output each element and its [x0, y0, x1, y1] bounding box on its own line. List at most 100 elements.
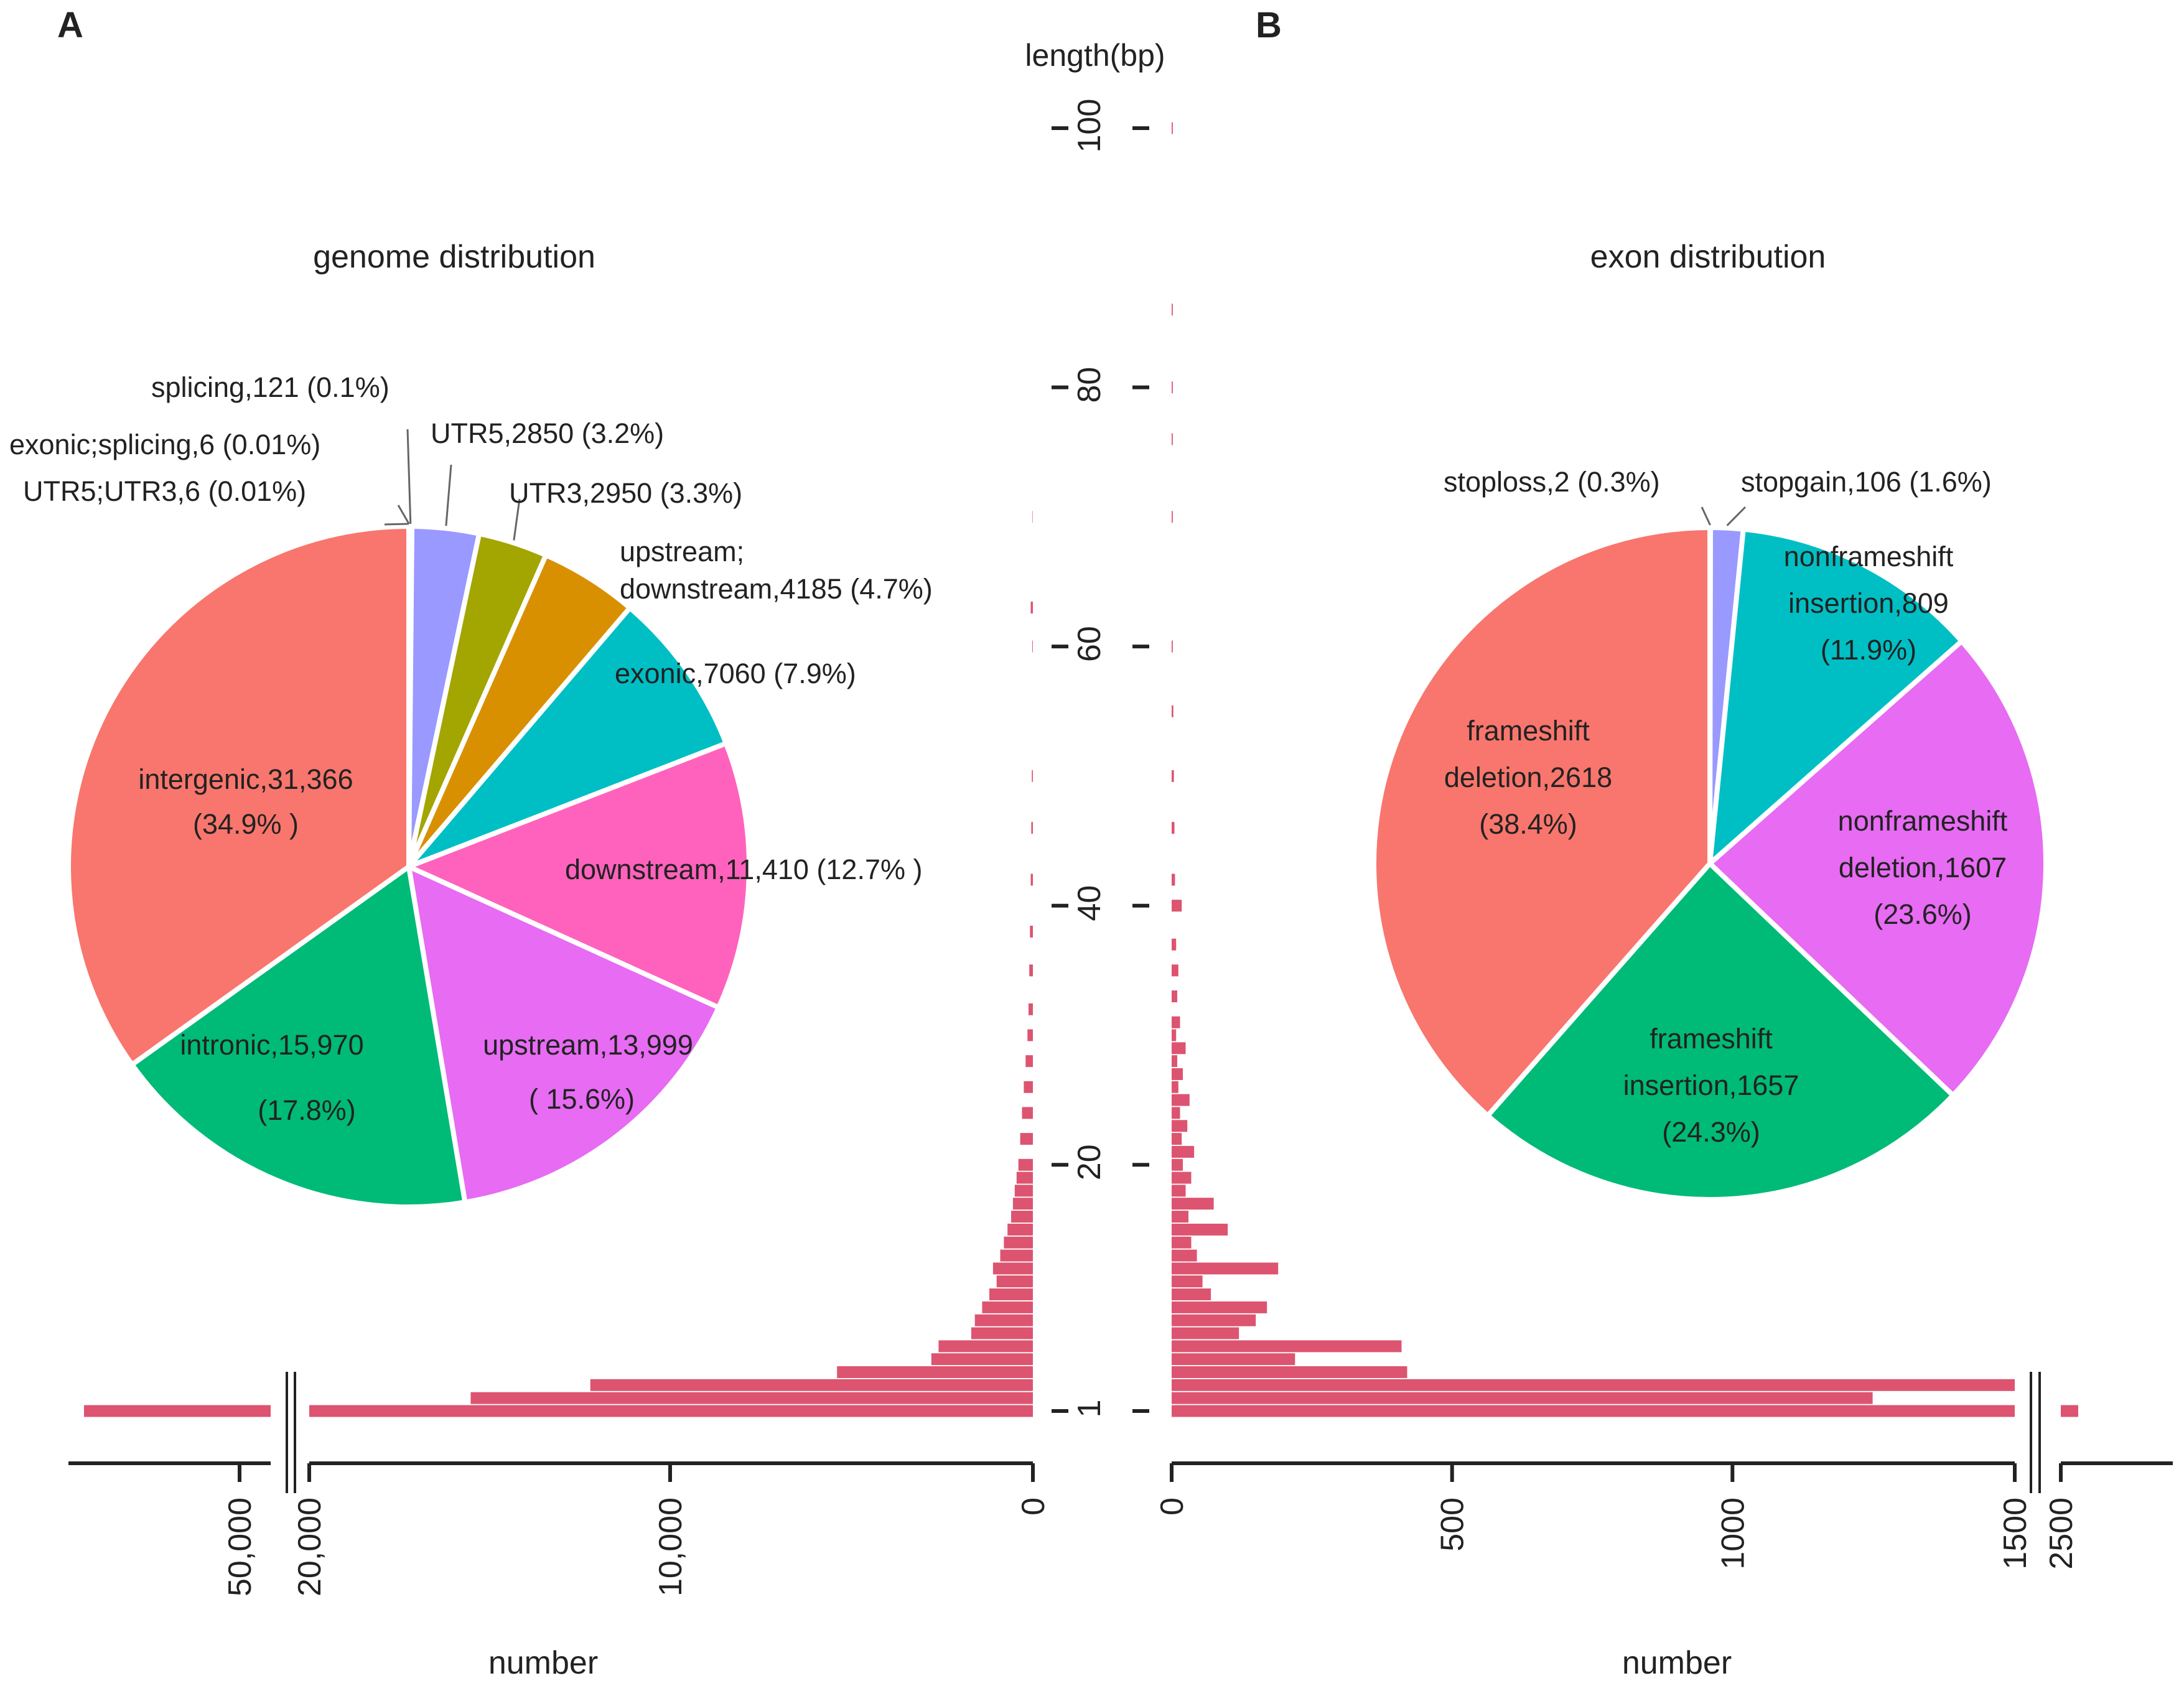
y-tick-label-40: 40: [1071, 885, 1108, 921]
bar-left-len-8: [974, 1314, 1033, 1326]
y-tick-label-100: 100: [1071, 99, 1108, 153]
label-stopgain: stopgain,106 (1.6%): [1741, 466, 1992, 498]
bar-right-len-9: [1172, 1301, 1267, 1313]
pie-slice-upstream: [406, 864, 721, 1205]
bar-left-len-12: [992, 1262, 1033, 1275]
bar-left-len-14: [1004, 1236, 1033, 1249]
bar-left-len-60: [1032, 640, 1033, 653]
label-fs-insertion-line3: (24.3%): [1662, 1116, 1760, 1148]
label-nf-insertion-line1: nonframeshift: [1784, 541, 1954, 572]
bar-right-len-1-broken: [2061, 1405, 2078, 1417]
bar-left-len-63: [1030, 602, 1033, 614]
x-axis-title-left: number: [488, 1645, 598, 1681]
bar-left-len-1: [309, 1405, 1033, 1417]
panel-a-label: A: [57, 5, 83, 45]
bar-right-len-80: [1172, 381, 1173, 394]
bar-right-len-18: [1172, 1185, 1186, 1197]
bar-right-len-15: [1172, 1223, 1228, 1236]
panel-b-label: B: [1256, 5, 1282, 45]
bar-left-len-50: [1032, 770, 1033, 782]
bar-right-len-7: [1172, 1327, 1239, 1339]
label-exonic: exonic,7060 (7.9%): [615, 658, 856, 689]
bar-right-len-10: [1172, 1288, 1211, 1300]
bar-right-len-20: [1172, 1158, 1183, 1171]
bar-right-len-37: [1172, 938, 1177, 951]
label-intronic-line2: (17.8%): [258, 1094, 356, 1126]
bar-right-len-30: [1172, 1029, 1177, 1041]
bar-left-len-4: [837, 1366, 1033, 1378]
x-tick-label-left-1: 10,000: [653, 1497, 689, 1596]
bar-left-len-35: [1029, 964, 1033, 977]
x-tick-label-right-2: 1000: [1715, 1497, 1751, 1570]
bar-right-len-23: [1172, 1120, 1188, 1132]
pie-slice-intergenic: [66, 524, 411, 1068]
label-nf-insertion-line2: insertion,809: [1788, 587, 1949, 619]
leader-line-utr5: [445, 464, 452, 526]
bar-left-len-38: [1030, 925, 1033, 938]
length-histogram: [84, 122, 2078, 1417]
label-utr5utr3: UTR5;UTR3,6 (0.01%): [23, 475, 306, 507]
label-nf-deletion-line2: deletion,1607: [1839, 852, 2007, 883]
label-fs-deletion-line2: deletion,2618: [1444, 761, 1612, 793]
bar-right-len-29: [1172, 1042, 1186, 1055]
bar-left-len-26: [1024, 1081, 1033, 1093]
bar-right-len-16: [1172, 1211, 1188, 1223]
bar-right-len-6: [1172, 1340, 1402, 1353]
bar-right-len-50: [1172, 770, 1174, 782]
bar-left-len-30: [1027, 1029, 1033, 1041]
bar-left-len-46: [1031, 822, 1033, 834]
bar-left-len-32: [1029, 1003, 1033, 1015]
pie-slice-nfins: [1707, 526, 1964, 866]
label-updown-line1: upstream;: [620, 536, 744, 567]
label-fs-deletion-line3: (38.4%): [1479, 808, 1577, 840]
bar-left-len-9: [982, 1301, 1033, 1313]
bar-right-len-13: [1172, 1249, 1197, 1262]
bar-left-len-42: [1030, 873, 1033, 886]
bar-right-len-26: [1172, 1081, 1178, 1093]
leader-line-exonicsplicing: [397, 505, 410, 524]
bar-left-len-6: [938, 1340, 1033, 1353]
x-tick-label-left-3: 50,000: [222, 1497, 258, 1596]
bar-left-len-13: [1000, 1249, 1033, 1262]
bar-left-len-28: [1025, 1055, 1033, 1068]
label-exonic-splicing: exonic;splicing,6 (0.01%): [9, 429, 320, 460]
bar-right-len-27: [1172, 1068, 1183, 1080]
x-tick-label-left-0: 0: [1015, 1497, 1052, 1516]
bar-left-len-7: [971, 1327, 1033, 1339]
label-stoploss: stoploss,2 (0.3%): [1444, 466, 1660, 498]
leader-line-stoploss: [1701, 506, 1711, 526]
bar-right-len-70: [1172, 511, 1173, 523]
leader-line-utr3: [513, 498, 521, 541]
bar-right-len-3: [1172, 1379, 2015, 1391]
bar-right-len-14: [1172, 1236, 1192, 1249]
label-utr3: UTR3,2950 (3.3%): [509, 477, 742, 509]
bar-left-len-5: [931, 1353, 1033, 1366]
pie-slice-exonic: [406, 605, 729, 869]
bar-right-len-28: [1172, 1055, 1177, 1068]
pie-slice-downstream: [406, 740, 752, 1010]
bar-left-len-19: [1016, 1171, 1033, 1184]
y-tick-label-60: 60: [1071, 626, 1108, 662]
bar-right-len-19: [1172, 1171, 1192, 1184]
bar-right-len-35: [1172, 964, 1178, 977]
bar-right-len-12: [1172, 1262, 1279, 1275]
bar-left-len-20: [1018, 1158, 1033, 1171]
label-intergenic-line2: (34.9% ): [193, 808, 299, 840]
length-axis-title: length(bp): [1025, 38, 1165, 73]
bar-right-len-4: [1172, 1366, 1407, 1378]
bar-left-len-24: [1022, 1107, 1033, 1119]
bar-left-len-15: [1007, 1223, 1033, 1236]
bar-right-len-2: [1172, 1392, 1873, 1404]
x-tick-label-right-4: 2500: [2043, 1497, 2079, 1570]
y-tick-label-80: 80: [1071, 367, 1108, 403]
label-fs-deletion-line1: frameshift: [1467, 715, 1590, 747]
label-nf-deletion-line3: (23.6%): [1874, 898, 1972, 930]
bar-right-len-31: [1172, 1016, 1180, 1028]
label-upstream-line2: ( 15.6%): [529, 1083, 635, 1115]
exon-pie-labels: stoploss,2 (0.3%) stopgain,106 (1.6%) nonf…: [1444, 466, 2008, 1148]
bar-right-len-25: [1172, 1094, 1190, 1106]
bar-right-len-11: [1172, 1275, 1203, 1288]
bar-right-len-21: [1172, 1145, 1195, 1158]
x-tick-label-left-2: 20,000: [292, 1497, 328, 1596]
